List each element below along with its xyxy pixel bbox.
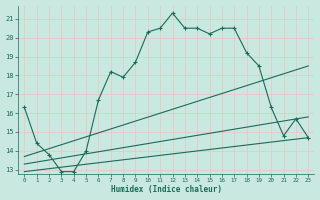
X-axis label: Humidex (Indice chaleur): Humidex (Indice chaleur)	[111, 185, 222, 194]
